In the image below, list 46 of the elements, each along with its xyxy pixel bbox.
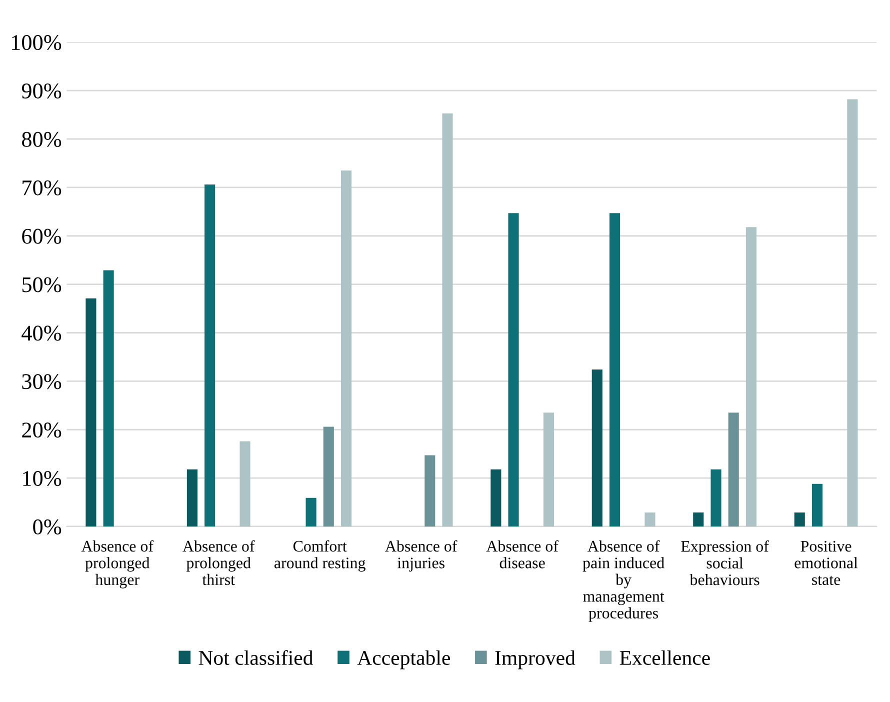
y-tick-label: 80% <box>22 132 62 147</box>
bar <box>794 512 805 526</box>
y-tick-label: 0% <box>33 519 62 534</box>
x-tick-label: Absence of pain induced by management procedures <box>582 540 664 622</box>
bar <box>644 512 656 526</box>
x-tick-label: Absence of prolonged thirst <box>182 540 255 586</box>
legend-label: Excellence <box>620 650 710 665</box>
bar <box>812 484 823 526</box>
bar <box>323 426 334 526</box>
y-tick-label: 90% <box>22 83 62 99</box>
legend-label: Not classified <box>198 650 314 665</box>
bar <box>186 469 198 526</box>
bar <box>490 469 502 526</box>
bar <box>609 213 620 526</box>
bar <box>240 441 250 526</box>
bar <box>847 99 858 526</box>
bar <box>340 170 352 526</box>
bar <box>592 370 602 526</box>
y-tick-label: 50% <box>22 277 62 292</box>
y-tick-label: 30% <box>22 374 62 390</box>
bar <box>204 184 216 526</box>
bar <box>86 298 96 526</box>
bar <box>424 455 436 526</box>
bar <box>306 498 316 526</box>
y-tick-label: 10% <box>23 470 62 486</box>
x-tick-label: Comfort around resting <box>274 540 366 572</box>
bar <box>442 113 453 526</box>
y-tick-label: 100% <box>12 35 62 50</box>
y-tick-label: 40% <box>22 326 62 341</box>
legend-label: Improved <box>495 650 576 670</box>
x-tick-label: Absence of injuries <box>385 540 458 572</box>
x-tick-label: Positive emotional state <box>794 540 858 586</box>
y-tick-label: 60% <box>22 228 62 244</box>
x-tick-label: Expression of social behaviours <box>681 540 769 586</box>
bar <box>746 227 756 526</box>
bar <box>710 469 722 526</box>
y-tick-label: 20% <box>22 422 62 438</box>
x-tick-label: Absence of prolonged hunger <box>81 540 154 588</box>
legend-label: Acceptable <box>357 650 450 670</box>
bar <box>508 213 519 526</box>
bar <box>693 512 704 526</box>
bar <box>103 270 114 526</box>
bar <box>543 412 554 526</box>
x-tick-label: Absence of disease <box>486 540 558 568</box>
bar <box>728 412 739 526</box>
y-tick-label: 70% <box>22 180 62 196</box>
